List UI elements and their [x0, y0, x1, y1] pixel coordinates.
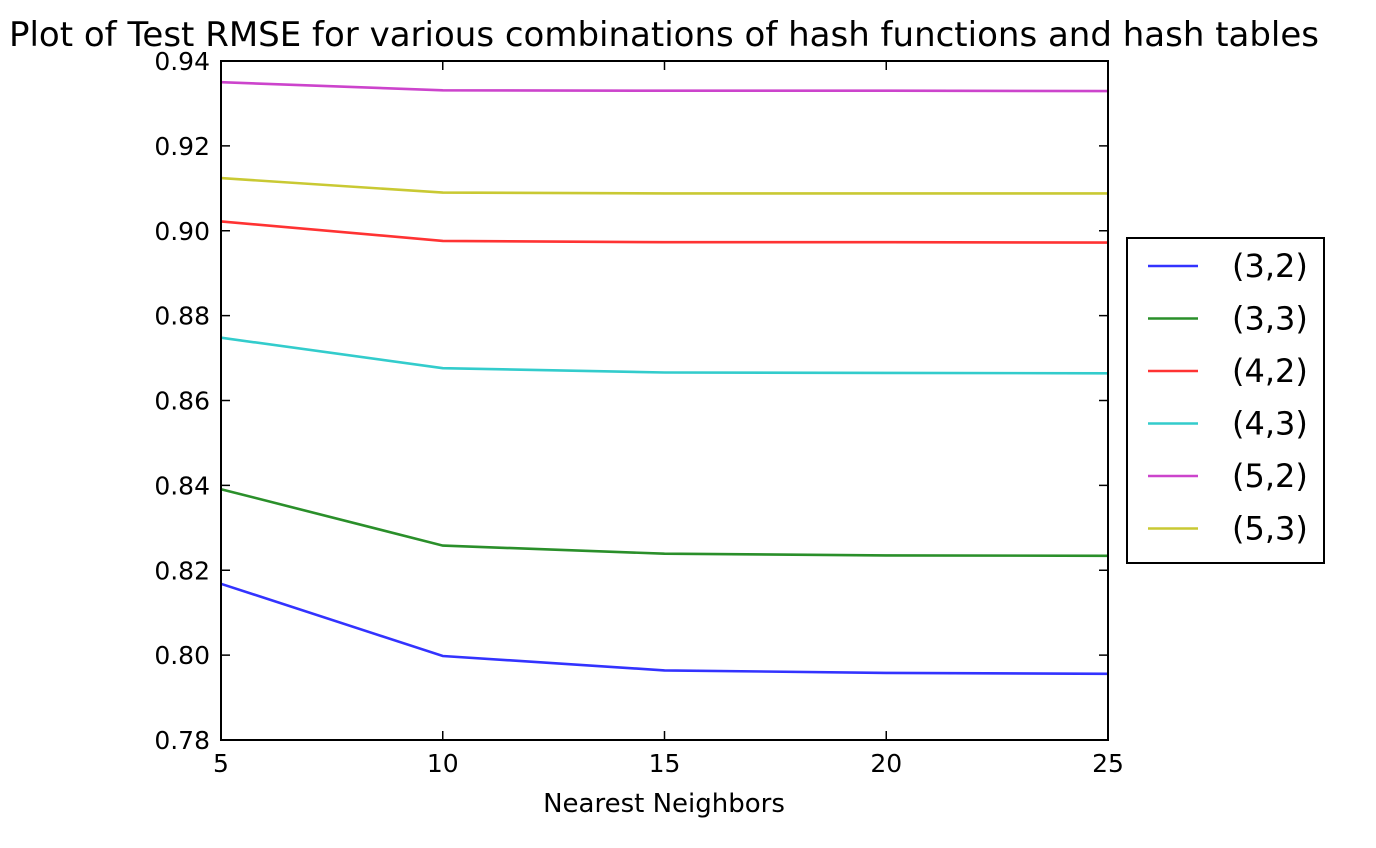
y-tick-label: 0.88: [154, 302, 210, 331]
y-tick-label: 0.90: [154, 217, 210, 246]
y-tick-label: 0.94: [154, 47, 210, 76]
series-line-3: [220, 336, 1109, 375]
x-tick-label: 15: [649, 749, 681, 778]
legend-label-3: (4,3): [1232, 405, 1308, 443]
series-line-0: [220, 582, 1109, 676]
series-line-2: [220, 220, 1109, 244]
x-tick-label: 25: [1092, 749, 1124, 778]
legend-label-1: (3,3): [1232, 300, 1308, 338]
plot-lines: [220, 80, 1109, 676]
series-line-1: [220, 487, 1109, 558]
y-tick-label: 0.86: [154, 387, 210, 416]
legend-label-5: (5,3): [1232, 510, 1308, 548]
x-axis-label: Nearest Neighbors: [543, 789, 785, 819]
x-tick-label: 10: [427, 749, 459, 778]
x-tick-label: 5: [213, 749, 229, 778]
legend-label-2: (4,2): [1232, 352, 1308, 390]
legend-box: [1126, 237, 1325, 564]
y-tick-label: 0.78: [154, 726, 210, 755]
legend-label-0: (3,2): [1232, 247, 1308, 285]
y-tick-label: 0.82: [154, 556, 210, 585]
axis-ticks: [220, 60, 1109, 741]
y-tick-label: 0.92: [154, 132, 210, 161]
legend-label-4: (5,2): [1232, 457, 1308, 495]
tick-labels: 5 10 15 20 25 0.78 0.80 0.82 0.84 0.86 0.88 0.90 0.9…: [154, 47, 1124, 778]
y-tick-label: 0.84: [154, 471, 210, 500]
plot-frame: [220, 60, 1109, 741]
chart-title: Plot of Test RMSE for various combinatio…: [9, 15, 1319, 55]
series-line-5: [220, 176, 1108, 195]
legend: (3,2) (3,3) (4,2) (4,3) (5,2) (5,3): [1126, 237, 1325, 564]
series-line-4: [220, 80, 1109, 93]
y-tick-label: 0.80: [154, 641, 210, 670]
x-tick-label: 20: [870, 749, 902, 778]
